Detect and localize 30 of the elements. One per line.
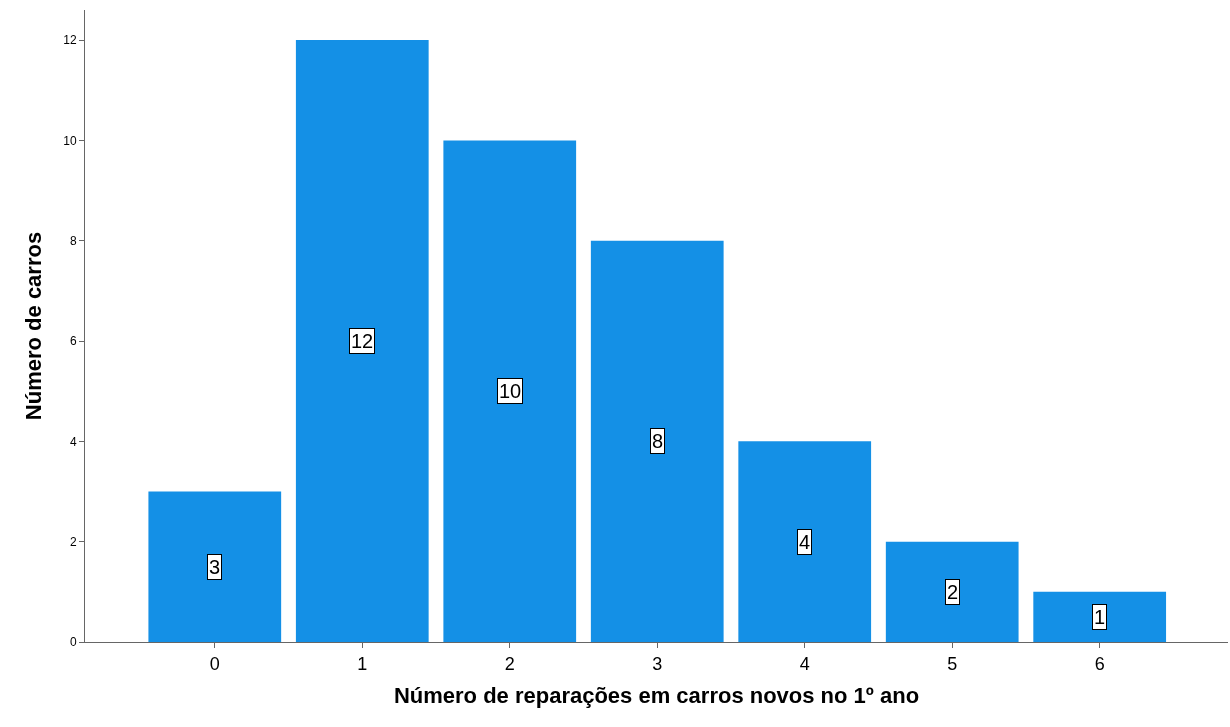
x-tick-label: 1 [357, 653, 368, 674]
bar [295, 40, 429, 642]
data-label: 3 [209, 556, 221, 578]
x-axis-title: Número de reparações em carros novos no 1º ano [393, 683, 920, 709]
data-label: 4 [799, 531, 811, 553]
data-label: 10 [499, 380, 522, 402]
y-tick-label: 12 [63, 33, 77, 48]
bar [148, 491, 282, 642]
y-tick-label: 0 [69, 635, 77, 650]
bar [1033, 591, 1167, 642]
y-tick-label: 6 [69, 334, 77, 349]
y-axis-title: Número de carros [21, 231, 47, 421]
bar [885, 541, 1019, 642]
data-label: 1 [1094, 606, 1106, 628]
y-tick-label: 4 [69, 434, 77, 449]
x-tick-label: 2 [504, 653, 515, 674]
y-tick-label: 8 [69, 233, 77, 248]
x-tick-label: 4 [799, 653, 810, 674]
y-tick-label: 10 [63, 133, 77, 148]
bar [443, 140, 577, 642]
x-tick-label: 0 [209, 653, 220, 674]
data-label: 2 [947, 581, 959, 603]
data-label: 12 [351, 330, 374, 352]
y-tick-label: 2 [69, 534, 77, 549]
x-tick-label: 5 [947, 653, 958, 674]
bar [590, 240, 724, 642]
data-label: 8 [652, 430, 664, 452]
x-tick-label: 3 [652, 653, 663, 674]
x-tick-label: 6 [1094, 653, 1105, 674]
bar [738, 441, 872, 642]
